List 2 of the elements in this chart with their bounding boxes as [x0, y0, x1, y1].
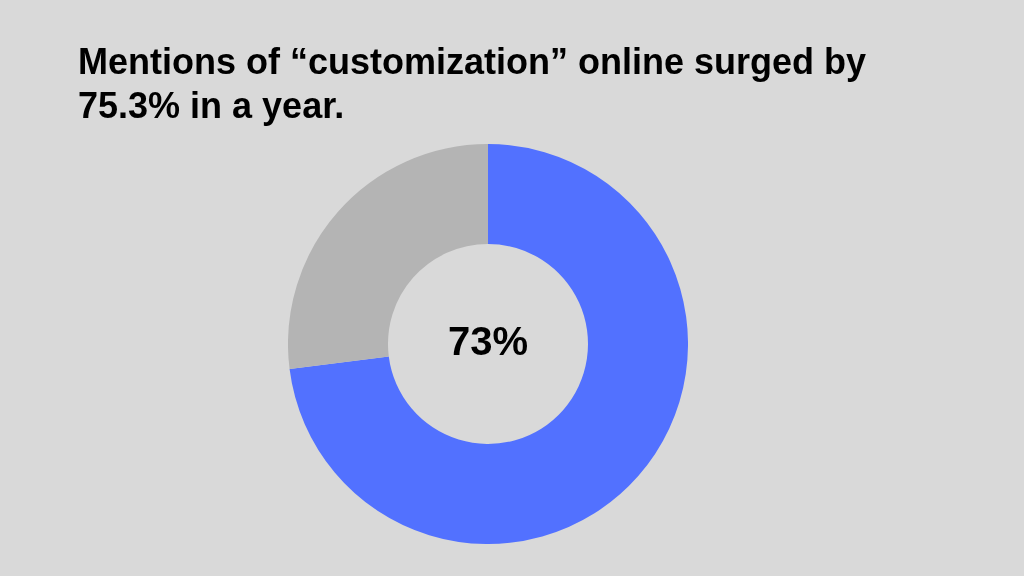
data-label: 73% — [447, 319, 529, 364]
chart-title: Mentions of “customization” online surged by 75.3% in a year. — [78, 40, 868, 128]
